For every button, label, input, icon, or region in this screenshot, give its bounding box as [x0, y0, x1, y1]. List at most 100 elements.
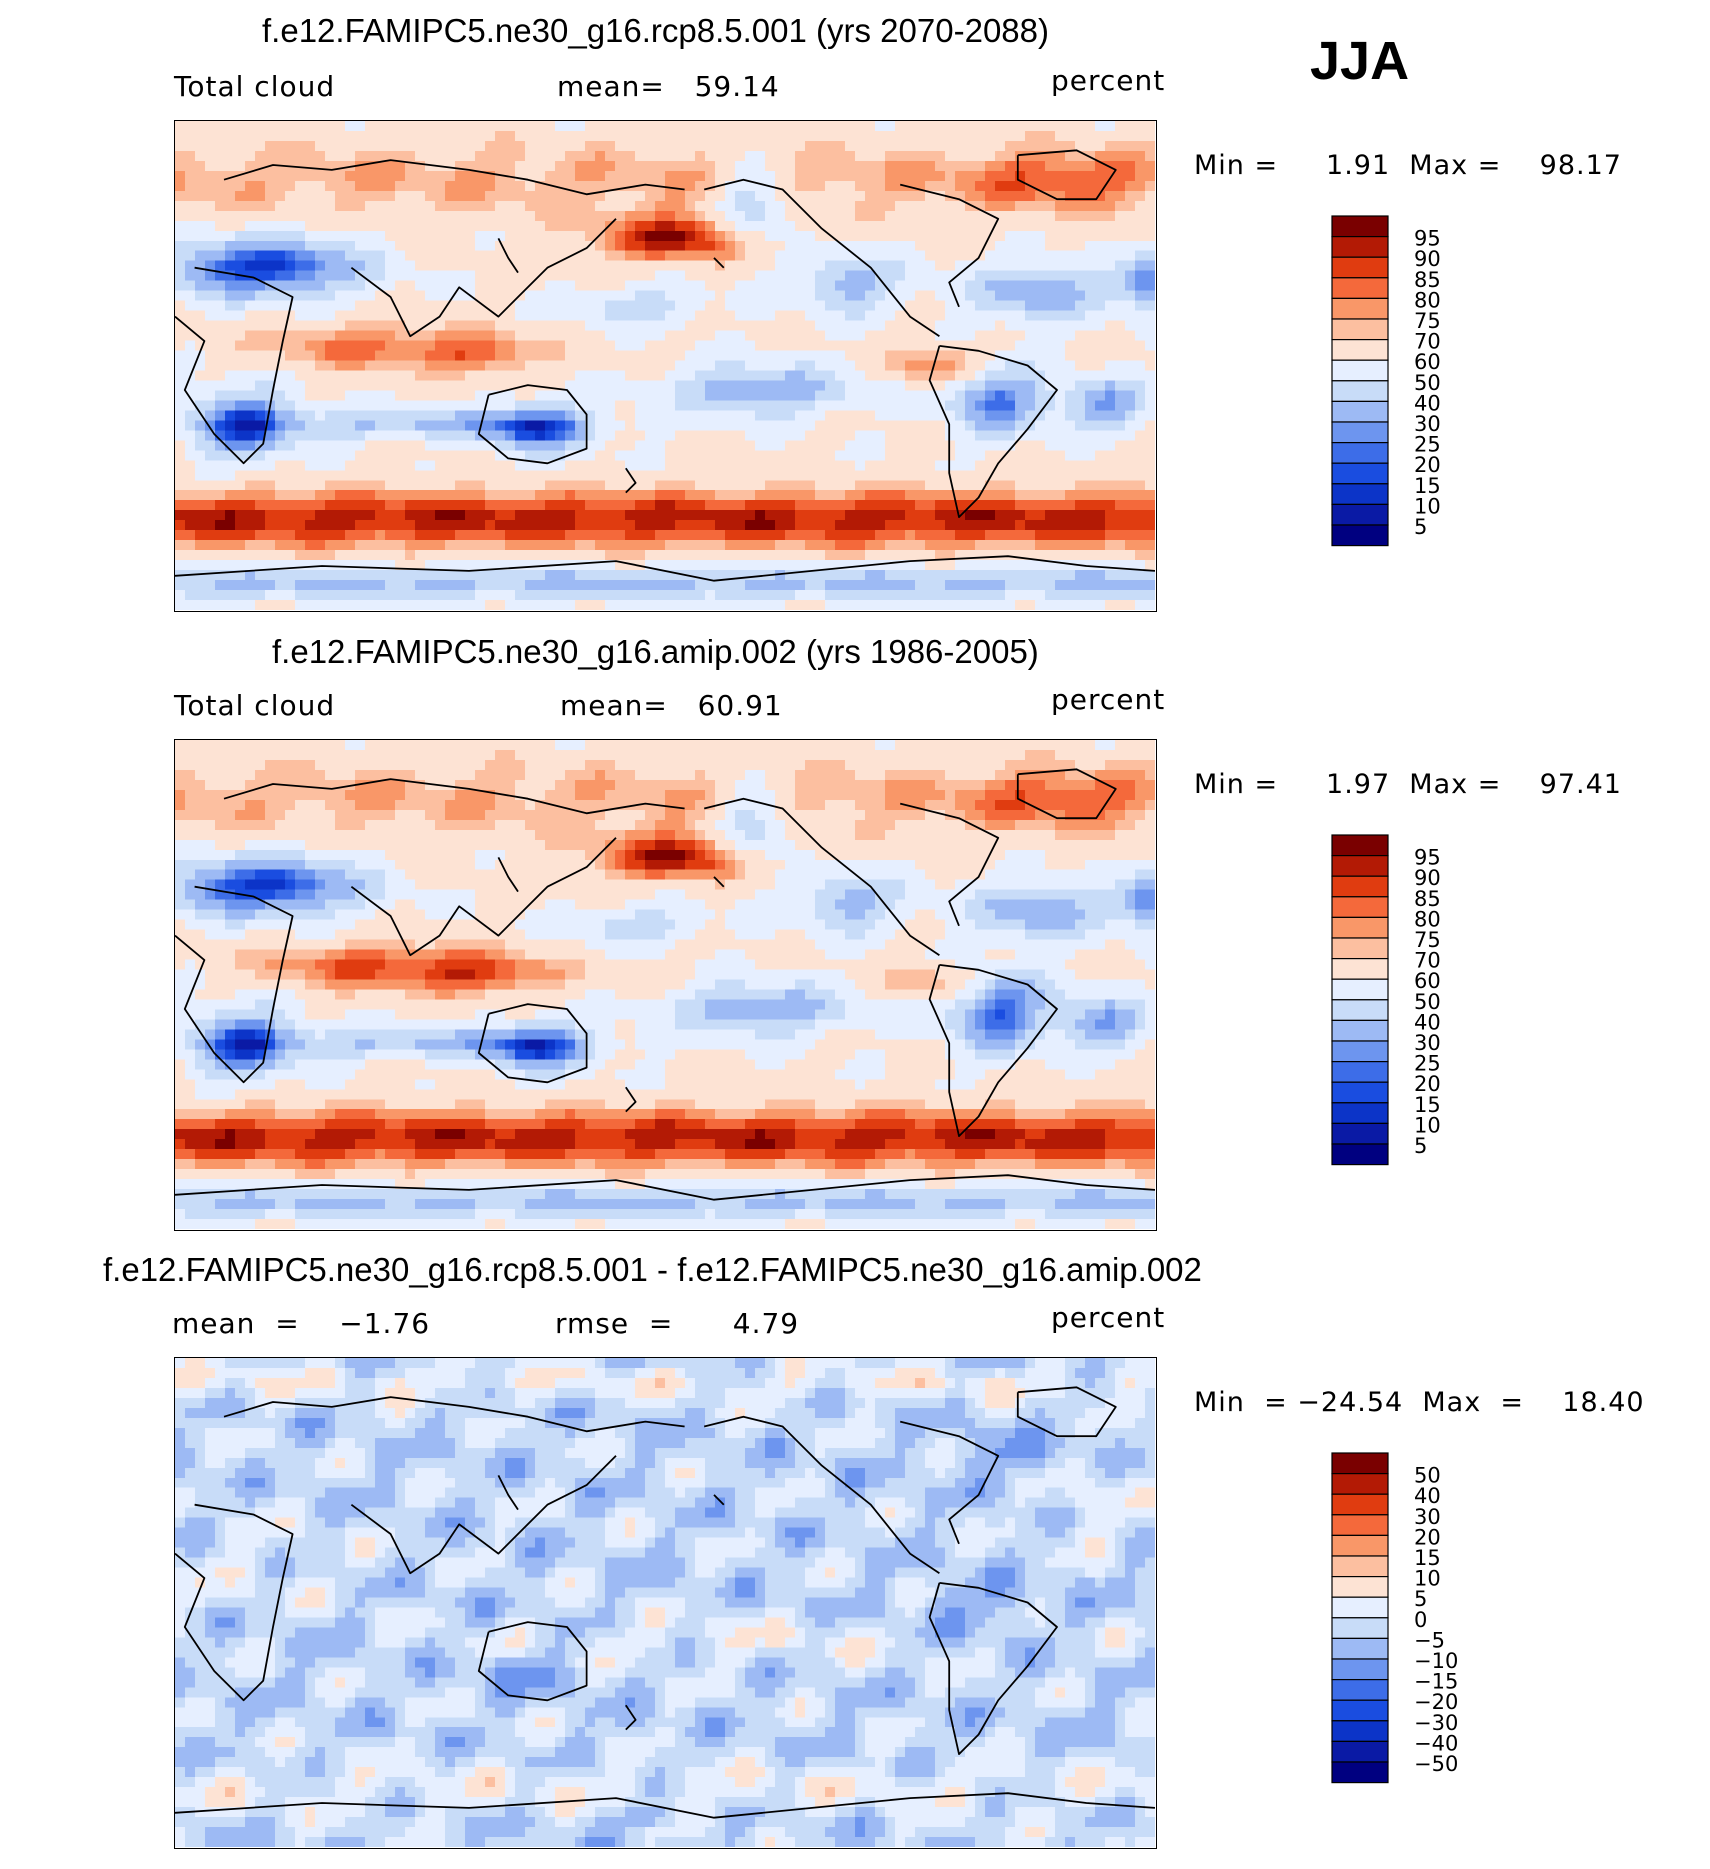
heatmap-cell	[305, 510, 316, 521]
heatmap-cell	[235, 190, 246, 202]
heatmap-cell	[395, 420, 406, 431]
heatmap-cell	[815, 140, 826, 152]
heatmap-cell	[635, 510, 646, 521]
heatmap-cell	[215, 540, 226, 551]
heatmap-cell	[865, 200, 876, 212]
heatmap-cell	[795, 580, 806, 591]
heatmap-cell	[455, 210, 466, 222]
heatmap-cell	[825, 220, 836, 232]
heatmap-cell	[445, 530, 456, 541]
heatmap-cell	[335, 380, 346, 392]
heatmap-cell	[1125, 540, 1136, 551]
heatmap-cell	[695, 500, 706, 511]
heatmap-cell	[375, 500, 386, 511]
heatmap-cell	[615, 360, 626, 372]
heatmap-cell	[625, 510, 636, 521]
heatmap-cell	[605, 570, 616, 581]
heatmap-cell	[275, 340, 286, 352]
heatmap-cell	[685, 180, 696, 192]
heatmap-cell	[265, 749, 276, 761]
heatmap-cell	[975, 340, 986, 352]
heatmap-cell	[505, 400, 516, 412]
heatmap-cell	[495, 230, 506, 242]
heatmap-cell	[525, 170, 536, 182]
heatmap-cell	[175, 360, 186, 372]
heatmap-cell	[545, 600, 556, 610]
heatmap-cell	[375, 480, 386, 491]
heatmap-cell	[375, 280, 386, 292]
heatmap-cell	[1055, 360, 1066, 372]
heatmap-cell	[725, 570, 736, 581]
heatmap-cell	[835, 290, 846, 302]
heatmap-cell	[785, 600, 796, 610]
heatmap-cell	[435, 330, 446, 342]
heatmap-cell	[905, 470, 916, 481]
heatmap-cell	[555, 410, 566, 421]
heatmap-cell	[465, 210, 476, 222]
heatmap-cell	[1135, 370, 1146, 382]
heatmap-cell	[585, 380, 596, 392]
heatmap-cell	[335, 290, 346, 302]
heatmap-cell	[785, 570, 796, 581]
heatmap-cell	[595, 490, 606, 501]
heatmap-cell	[745, 310, 756, 322]
heatmap-cell	[815, 370, 826, 382]
heatmap-cell	[585, 150, 596, 162]
heatmap-cell	[475, 180, 486, 192]
heatmap-cell	[545, 340, 556, 352]
heatmap-cell	[885, 460, 896, 471]
heatmap-cell	[885, 600, 896, 610]
heatmap-cell	[655, 420, 666, 431]
heatmap-cell	[325, 370, 336, 382]
heatmap-cell	[565, 230, 576, 242]
heatmap-cell	[935, 600, 946, 610]
heatmap-cell	[945, 350, 956, 362]
heatmap-cell	[1095, 310, 1106, 322]
heatmap-cell	[1045, 740, 1056, 751]
heatmap-cell	[685, 310, 696, 322]
heatmap-cell	[775, 380, 786, 392]
heatmap-cell	[685, 460, 696, 471]
heatmap-cell	[295, 400, 306, 412]
heatmap-cell	[425, 500, 436, 511]
heatmap-cell	[695, 440, 706, 451]
heatmap-cell	[325, 460, 336, 471]
heatmap-cell	[255, 190, 266, 202]
heatmap-cell	[275, 749, 286, 761]
heatmap-cell	[885, 220, 896, 232]
heatmap-cell	[805, 360, 816, 372]
heatmap-cell	[1045, 180, 1056, 192]
heatmap-cell	[585, 460, 596, 471]
heatmap-cell	[585, 240, 596, 252]
heatmap-cell	[625, 430, 636, 441]
heatmap-cell	[865, 380, 876, 392]
heatmap-cell	[685, 410, 696, 421]
heatmap-cell	[355, 400, 366, 412]
heatmap-cell	[475, 330, 486, 342]
heatmap-cell	[175, 390, 186, 402]
heatmap-cell	[245, 220, 256, 232]
heatmap-cell	[1055, 510, 1066, 521]
heatmap-cell	[1115, 130, 1126, 142]
heatmap-cell	[295, 510, 306, 521]
heatmap-cell	[255, 130, 266, 142]
heatmap-cell	[665, 160, 676, 172]
heatmap-cell	[525, 460, 536, 471]
heatmap-cell	[765, 470, 776, 481]
heatmap-cell	[835, 320, 846, 332]
heatmap-cell	[655, 350, 666, 362]
heatmap-cell	[525, 540, 536, 551]
heatmap-cell	[285, 130, 296, 142]
heatmap-cell	[815, 500, 826, 511]
heatmap-cell	[1095, 240, 1106, 252]
heatmap-cell	[635, 430, 646, 441]
heatmap-cell	[595, 570, 606, 581]
heatmap-cell	[285, 190, 296, 202]
heatmap-cell	[805, 520, 816, 531]
heatmap-cell	[345, 190, 356, 202]
heatmap-cell	[635, 300, 646, 312]
heatmap-cell	[255, 270, 266, 282]
heatmap-cell	[355, 250, 366, 262]
heatmap-cell	[465, 540, 476, 551]
heatmap-cell	[965, 400, 976, 412]
